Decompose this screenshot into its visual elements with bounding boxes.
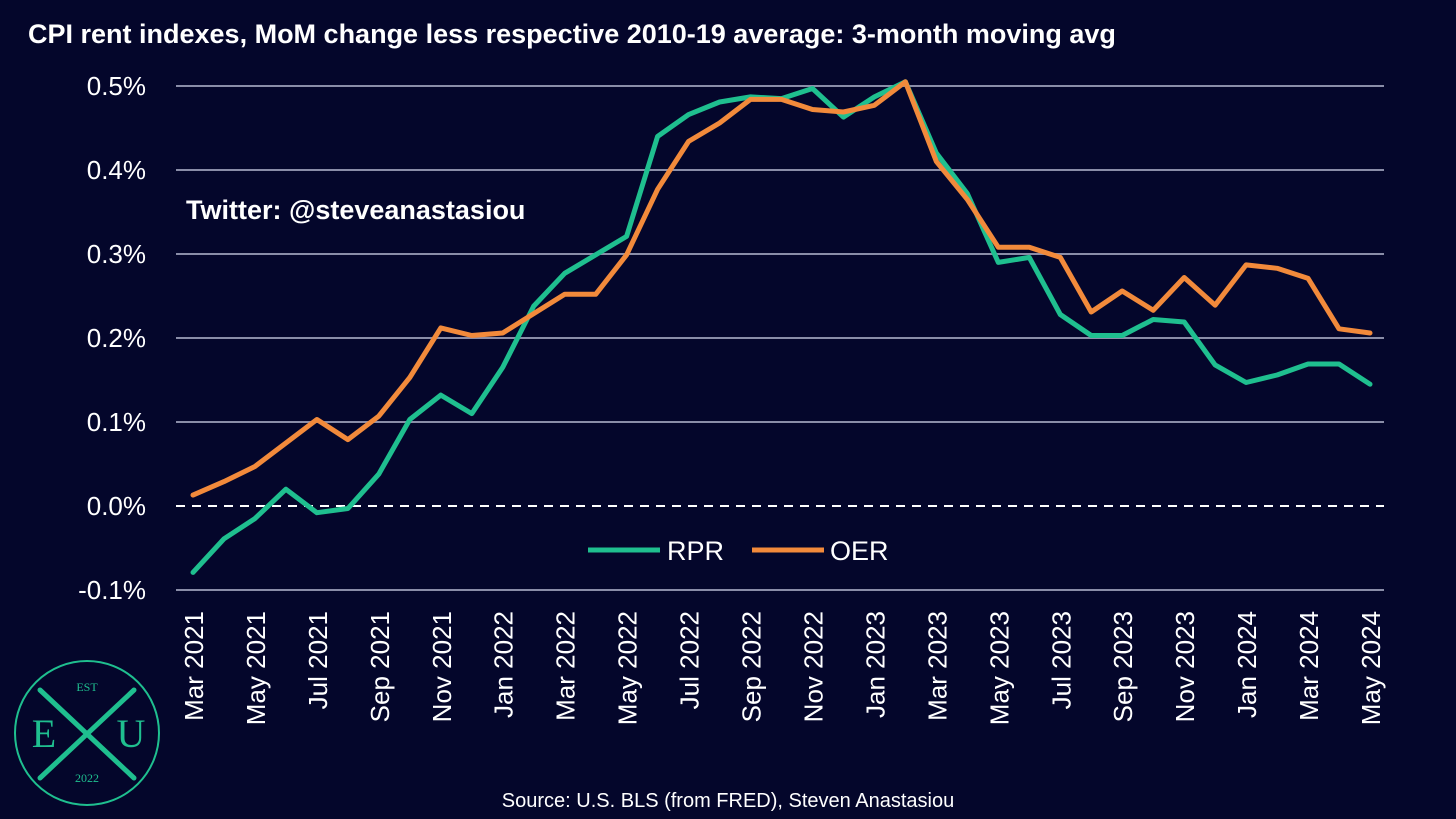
- series-lines: [190, 79, 1373, 575]
- chart-title: CPI rent indexes, MoM change less respec…: [28, 19, 1116, 49]
- x-tick-label: Sep 2021: [365, 611, 395, 722]
- logo-ring: [14, 660, 160, 806]
- x-tick-label: May 2024: [1356, 611, 1386, 725]
- x-tick-label: Jul 2023: [1046, 611, 1076, 709]
- series-line-rpr: [190, 79, 1373, 575]
- x-tick-label: Jul 2021: [303, 611, 333, 709]
- x-tick-label: Sep 2023: [1108, 611, 1138, 722]
- y-tick-label: 0.5%: [87, 71, 146, 101]
- x-tick-label: Mar 2023: [922, 611, 952, 721]
- y-tick-label: -0.1%: [78, 575, 146, 605]
- x-tick-label: May 2021: [241, 611, 271, 725]
- x-tick-label: Mar 2022: [551, 611, 581, 721]
- x-tick-label: Sep 2022: [737, 611, 767, 722]
- x-tick-label: Jan 2023: [860, 611, 890, 718]
- x-tick-label: Nov 2021: [427, 611, 457, 722]
- x-tick-label: Mar 2021: [179, 611, 209, 721]
- y-tick-label: 0.3%: [87, 239, 146, 269]
- logo-letter-u: U: [117, 711, 146, 756]
- x-tick-label: Jan 2024: [1232, 611, 1262, 718]
- x-tick-label: Nov 2023: [1170, 611, 1200, 722]
- logo-letter-e: E: [32, 711, 56, 756]
- x-tick-label: Mar 2024: [1294, 611, 1324, 721]
- logo: EST E U 2022: [14, 660, 160, 806]
- x-tick-label: Jan 2022: [489, 611, 519, 718]
- legend-label-rpr: RPR: [667, 536, 724, 566]
- y-tick-label: 0.0%: [87, 491, 146, 521]
- logo-cross-b: [37, 687, 137, 781]
- legend-label-oer: OER: [830, 536, 889, 566]
- logo-year: 2022: [75, 771, 99, 785]
- y-tick-label: 0.4%: [87, 155, 146, 185]
- series-line-oer: [190, 79, 1373, 498]
- source-note: Source: U.S. BLS (from FRED), Steven Ana…: [502, 790, 954, 812]
- watermark: Twitter: @steveanastasiou: [186, 195, 525, 225]
- x-tick-label: May 2023: [984, 611, 1014, 725]
- gridlines: [176, 85, 1384, 591]
- x-tick-label: May 2022: [613, 611, 643, 725]
- x-axis-ticks: Mar 2021 May 2021 Jul 2021 Sep 2021 Nov 2021…: [179, 611, 1386, 725]
- y-tick-label: 0.2%: [87, 323, 146, 353]
- x-tick-label: Jul 2022: [675, 611, 705, 709]
- x-tick-label: Nov 2022: [798, 611, 828, 722]
- y-axis-ticks: 0.5% 0.4% 0.3% 0.2% 0.1% 0.0% -0.1%: [78, 71, 146, 605]
- y-tick-label: 0.1%: [87, 407, 146, 437]
- logo-est: EST: [76, 680, 98, 694]
- legend: RPR OER: [588, 536, 889, 566]
